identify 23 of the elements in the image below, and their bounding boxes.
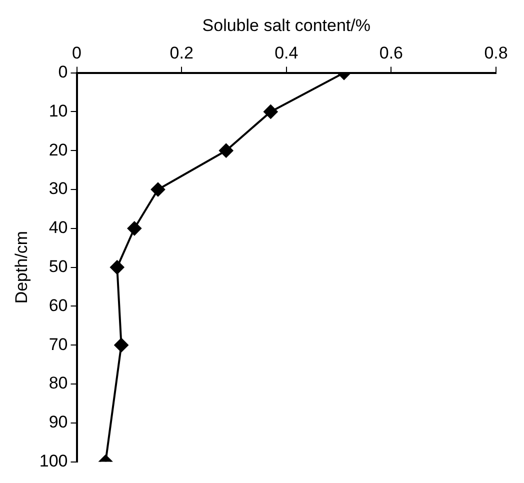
point xyxy=(219,144,234,158)
point xyxy=(127,221,142,236)
y-tick-label: 40 xyxy=(48,218,68,238)
y-tick-label: 100 xyxy=(39,451,68,470)
x-tick-label: 0 xyxy=(72,43,82,62)
point xyxy=(264,104,278,119)
x-tick-label: 0.8 xyxy=(484,43,508,62)
x-tick-label: 0.6 xyxy=(379,43,404,62)
x-tick-label: 0.4 xyxy=(274,43,298,62)
y-tick-label: 30 xyxy=(48,179,68,198)
y-tick-label: 20 xyxy=(48,140,68,160)
y-tick-label: 10 xyxy=(48,101,68,120)
y-tick-label: 90 xyxy=(48,412,68,432)
y-tick-label: 50 xyxy=(48,256,68,276)
y-tick-label: 0 xyxy=(58,62,68,82)
y-tick-label: 70 xyxy=(48,334,68,354)
x-tick-label: 0.2 xyxy=(170,43,194,62)
y-axis-title: Depth/cm xyxy=(12,230,31,304)
y-tick-label: 80 xyxy=(48,374,68,393)
y-tick-label: 60 xyxy=(48,296,68,315)
point xyxy=(150,182,165,196)
point xyxy=(110,260,124,274)
x-axis-title: Soluble salt content/% xyxy=(202,16,370,35)
